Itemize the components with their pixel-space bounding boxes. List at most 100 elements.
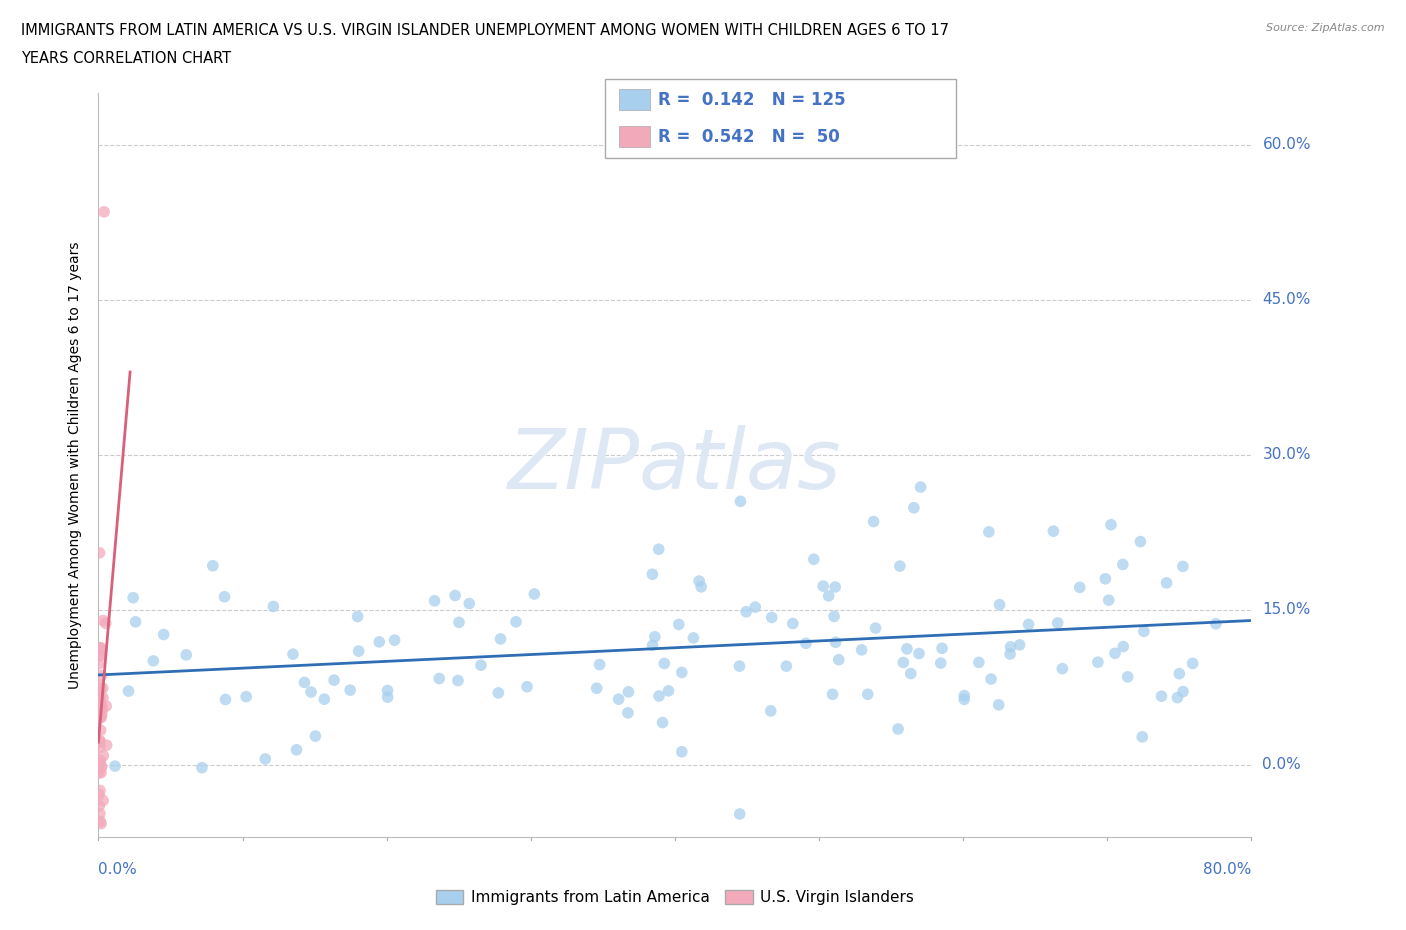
Point bbox=[89, 545, 111, 560]
Point bbox=[824, 635, 846, 650]
Point bbox=[1018, 617, 1040, 631]
Point bbox=[87, 692, 110, 707]
Point bbox=[828, 652, 851, 667]
Point bbox=[671, 665, 693, 680]
Point bbox=[1129, 534, 1152, 549]
Point bbox=[823, 609, 845, 624]
Point bbox=[89, 734, 111, 749]
Point bbox=[89, 690, 111, 705]
Point bbox=[728, 806, 751, 821]
Point bbox=[444, 588, 467, 603]
Point bbox=[486, 685, 509, 700]
Point bbox=[516, 679, 538, 694]
Text: YEARS CORRELATION CHART: YEARS CORRELATION CHART bbox=[21, 51, 231, 66]
Point bbox=[235, 689, 257, 704]
Point bbox=[641, 638, 664, 653]
Point bbox=[191, 760, 214, 775]
Point bbox=[89, 704, 111, 719]
Point bbox=[89, 783, 111, 798]
Point bbox=[1166, 690, 1188, 705]
Point bbox=[89, 814, 111, 829]
Point bbox=[89, 698, 111, 712]
Point bbox=[294, 675, 316, 690]
Point bbox=[647, 542, 669, 557]
Point bbox=[889, 559, 911, 574]
Point bbox=[254, 751, 277, 766]
Text: 80.0%: 80.0% bbox=[1204, 862, 1251, 877]
Point bbox=[896, 642, 918, 657]
Text: Source: ZipAtlas.com: Source: ZipAtlas.com bbox=[1267, 23, 1385, 33]
Point bbox=[89, 733, 111, 748]
Point bbox=[90, 669, 112, 684]
Point bbox=[96, 737, 118, 752]
Point bbox=[617, 706, 640, 721]
Point bbox=[644, 630, 666, 644]
Point bbox=[377, 683, 399, 698]
Point bbox=[910, 480, 932, 495]
Point bbox=[908, 646, 931, 661]
Point bbox=[1171, 559, 1194, 574]
Point bbox=[314, 692, 336, 707]
Point bbox=[671, 744, 693, 759]
Text: R =  0.142   N = 125: R = 0.142 N = 125 bbox=[658, 90, 845, 109]
Point bbox=[93, 205, 115, 219]
Point bbox=[1205, 617, 1227, 631]
Point bbox=[821, 687, 844, 702]
Point bbox=[89, 806, 111, 821]
Point bbox=[214, 590, 236, 604]
Point bbox=[856, 687, 879, 702]
Point bbox=[607, 692, 630, 707]
Point bbox=[998, 646, 1021, 661]
Point bbox=[865, 620, 887, 635]
Point bbox=[929, 656, 952, 671]
Point bbox=[1052, 661, 1074, 676]
Point bbox=[90, 698, 112, 712]
Point bbox=[90, 759, 112, 774]
Point bbox=[617, 684, 640, 699]
Point bbox=[423, 593, 446, 608]
Point bbox=[87, 762, 110, 777]
Point bbox=[862, 514, 884, 529]
Point bbox=[90, 643, 112, 658]
Point bbox=[323, 672, 346, 687]
Point bbox=[761, 610, 783, 625]
Point bbox=[90, 681, 112, 696]
Text: 15.0%: 15.0% bbox=[1263, 602, 1310, 618]
Point bbox=[262, 599, 284, 614]
Text: 0.0%: 0.0% bbox=[1263, 757, 1301, 772]
Point bbox=[122, 591, 145, 605]
Point bbox=[1008, 637, 1031, 652]
Point bbox=[93, 749, 115, 764]
Point bbox=[1046, 616, 1069, 631]
Point bbox=[94, 616, 117, 631]
Text: 0.0%: 0.0% bbox=[98, 862, 138, 877]
Point bbox=[90, 817, 112, 831]
Point bbox=[214, 692, 236, 707]
Point bbox=[1171, 684, 1194, 699]
Point bbox=[1168, 666, 1191, 681]
Point bbox=[89, 641, 111, 656]
Point bbox=[89, 710, 111, 724]
Point bbox=[91, 613, 114, 628]
Point bbox=[89, 691, 111, 706]
Point bbox=[1130, 729, 1153, 744]
Point bbox=[90, 705, 112, 720]
Point bbox=[347, 644, 370, 658]
Point bbox=[1116, 670, 1139, 684]
Point bbox=[759, 703, 782, 718]
Point bbox=[90, 860, 112, 875]
Legend: Immigrants from Latin America, U.S. Virgin Islanders: Immigrants from Latin America, U.S. Virg… bbox=[430, 884, 920, 911]
Text: IMMIGRANTS FROM LATIN AMERICA VS U.S. VIRGIN ISLANDER UNEMPLOYMENT AMONG WOMEN W: IMMIGRANTS FROM LATIN AMERICA VS U.S. VI… bbox=[21, 23, 949, 38]
Text: 45.0%: 45.0% bbox=[1263, 292, 1310, 307]
Point bbox=[339, 683, 361, 698]
Point bbox=[87, 657, 110, 671]
Point bbox=[90, 708, 112, 723]
Point bbox=[384, 632, 406, 647]
Point bbox=[458, 596, 481, 611]
Point bbox=[304, 729, 326, 744]
Point bbox=[744, 600, 766, 615]
Point bbox=[377, 690, 399, 705]
Point bbox=[953, 692, 976, 707]
Point bbox=[91, 681, 114, 696]
Point bbox=[1133, 624, 1156, 639]
